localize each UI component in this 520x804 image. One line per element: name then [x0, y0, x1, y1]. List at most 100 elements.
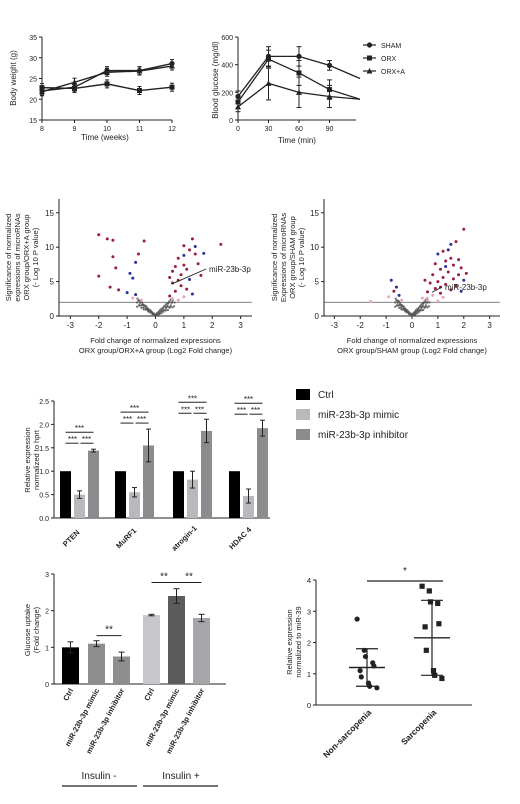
- mirna-point: [171, 297, 175, 301]
- mirna-point: [426, 297, 430, 301]
- category-label: MuRF1: [114, 526, 138, 550]
- sample-point: [427, 599, 434, 605]
- significance-marker: **: [185, 572, 193, 583]
- y-tick-label: 0: [307, 701, 311, 710]
- bar: [88, 450, 99, 518]
- nonsignificant-point: [395, 304, 399, 307]
- x-tick-label: 60: [295, 126, 303, 133]
- legend-label: SHAM: [381, 43, 401, 50]
- mirna-point: [111, 255, 115, 259]
- category-label: Ctrl: [142, 687, 156, 703]
- x-tick-label: 9: [73, 126, 77, 133]
- mirna-point: [117, 288, 121, 292]
- nonsignificant-point: [164, 305, 167, 309]
- nonsignificant-point: [142, 308, 145, 311]
- y-tick-label: 2.5: [39, 399, 49, 406]
- data-point: [169, 84, 175, 90]
- y-tick-label: 10: [310, 243, 319, 252]
- significance-marker: ***: [123, 415, 132, 424]
- y-axis-label: ORX group/SHAM group: [288, 216, 297, 299]
- mirna-point: [438, 267, 442, 271]
- nonsignificant-point: [394, 301, 397, 304]
- bar: [143, 615, 160, 684]
- x-tick-label: 3: [487, 321, 492, 330]
- mirna-point: [444, 282, 448, 286]
- x-tick-label: -1: [383, 321, 391, 330]
- mirna-point: [436, 299, 440, 303]
- nonsignificant-point: [173, 301, 176, 304]
- nonsignificant-point: [135, 301, 139, 304]
- mirna-point: [173, 289, 177, 293]
- insulin-group-label: Insulin -: [81, 771, 116, 782]
- nonsignificant-point: [394, 305, 397, 308]
- mirna-point: [105, 237, 109, 241]
- significance-marker: ***: [68, 435, 77, 444]
- y-axis-label: normalized to hprt: [32, 429, 41, 490]
- category-label: Non-sarcopenia: [321, 707, 374, 760]
- data-point: [71, 79, 78, 85]
- mirna-point: [142, 239, 146, 243]
- x-tick-label: 0: [153, 321, 158, 330]
- category-label: HDAC 4: [227, 525, 254, 552]
- legend-marker: [366, 42, 373, 48]
- bar: [62, 647, 79, 684]
- mirna-point: [420, 296, 424, 300]
- x-tick-label: 0: [410, 321, 415, 330]
- mirna-point: [400, 298, 404, 302]
- nonsignificant-point: [410, 313, 413, 316]
- mirna-point: [441, 275, 445, 279]
- mirna-point: [459, 289, 463, 293]
- y-tick-label: 20: [29, 97, 37, 104]
- nonsignificant-point: [149, 311, 152, 314]
- annotation-label: miR-23b-3p: [209, 265, 251, 274]
- mirna-point: [457, 258, 461, 262]
- nonsignificant-point: [420, 309, 423, 312]
- bar: [60, 471, 71, 518]
- nonsignificant-point: [154, 313, 157, 316]
- nonsignificant-point: [424, 301, 427, 304]
- nonsignificant-point: [141, 301, 144, 305]
- mirna-point: [433, 262, 437, 266]
- mirna-point: [171, 269, 175, 273]
- mirna-point: [449, 288, 453, 292]
- x-tick-label: 8: [40, 126, 44, 133]
- mirna-point: [389, 278, 393, 282]
- mirna-point: [179, 284, 183, 288]
- significance-marker: **: [160, 572, 168, 583]
- annotation-arrow: [431, 286, 443, 293]
- y-tick-label: 2: [45, 609, 49, 616]
- mirna-point: [438, 291, 442, 295]
- significance-marker: ***: [75, 424, 84, 433]
- bar: [129, 492, 140, 518]
- bar: [257, 428, 268, 518]
- x-tick-label: 1: [182, 321, 187, 330]
- annotation-label: miR-23b-3p: [445, 283, 487, 292]
- mirna-point: [188, 278, 192, 282]
- mirna-point: [446, 248, 450, 252]
- y-tick-label: 3: [45, 572, 49, 579]
- x-tick-label: -1: [124, 321, 132, 330]
- mirna-point: [173, 264, 177, 268]
- y-tick-label: 1.5: [39, 446, 49, 453]
- nonsignificant-point: [157, 310, 160, 314]
- nonsignificant-point: [402, 307, 405, 310]
- y-tick-label: 3: [307, 607, 311, 616]
- bar: [74, 494, 85, 518]
- mirna-point: [394, 285, 398, 289]
- mirna-point: [454, 284, 458, 288]
- y-tick-label: 15: [310, 209, 319, 218]
- data-point: [296, 70, 302, 76]
- legend-label: ORX: [381, 56, 397, 63]
- x-tick-label: 3: [238, 321, 243, 330]
- mirna-point: [182, 253, 186, 257]
- bar: [115, 471, 126, 518]
- data-point: [265, 80, 272, 86]
- nonsignificant-point: [164, 303, 167, 306]
- nonsignificant-point: [160, 307, 163, 310]
- significance-marker: ***: [82, 435, 91, 444]
- x-axis-label: ORX group/SHAM group (Log2 Fold change): [337, 346, 487, 355]
- x-axis-label: Fold change of normalized expressions: [90, 336, 221, 345]
- mirna-point: [176, 256, 180, 260]
- data-point: [72, 85, 77, 91]
- y-axis-label: (- Log 10 P value): [297, 227, 306, 287]
